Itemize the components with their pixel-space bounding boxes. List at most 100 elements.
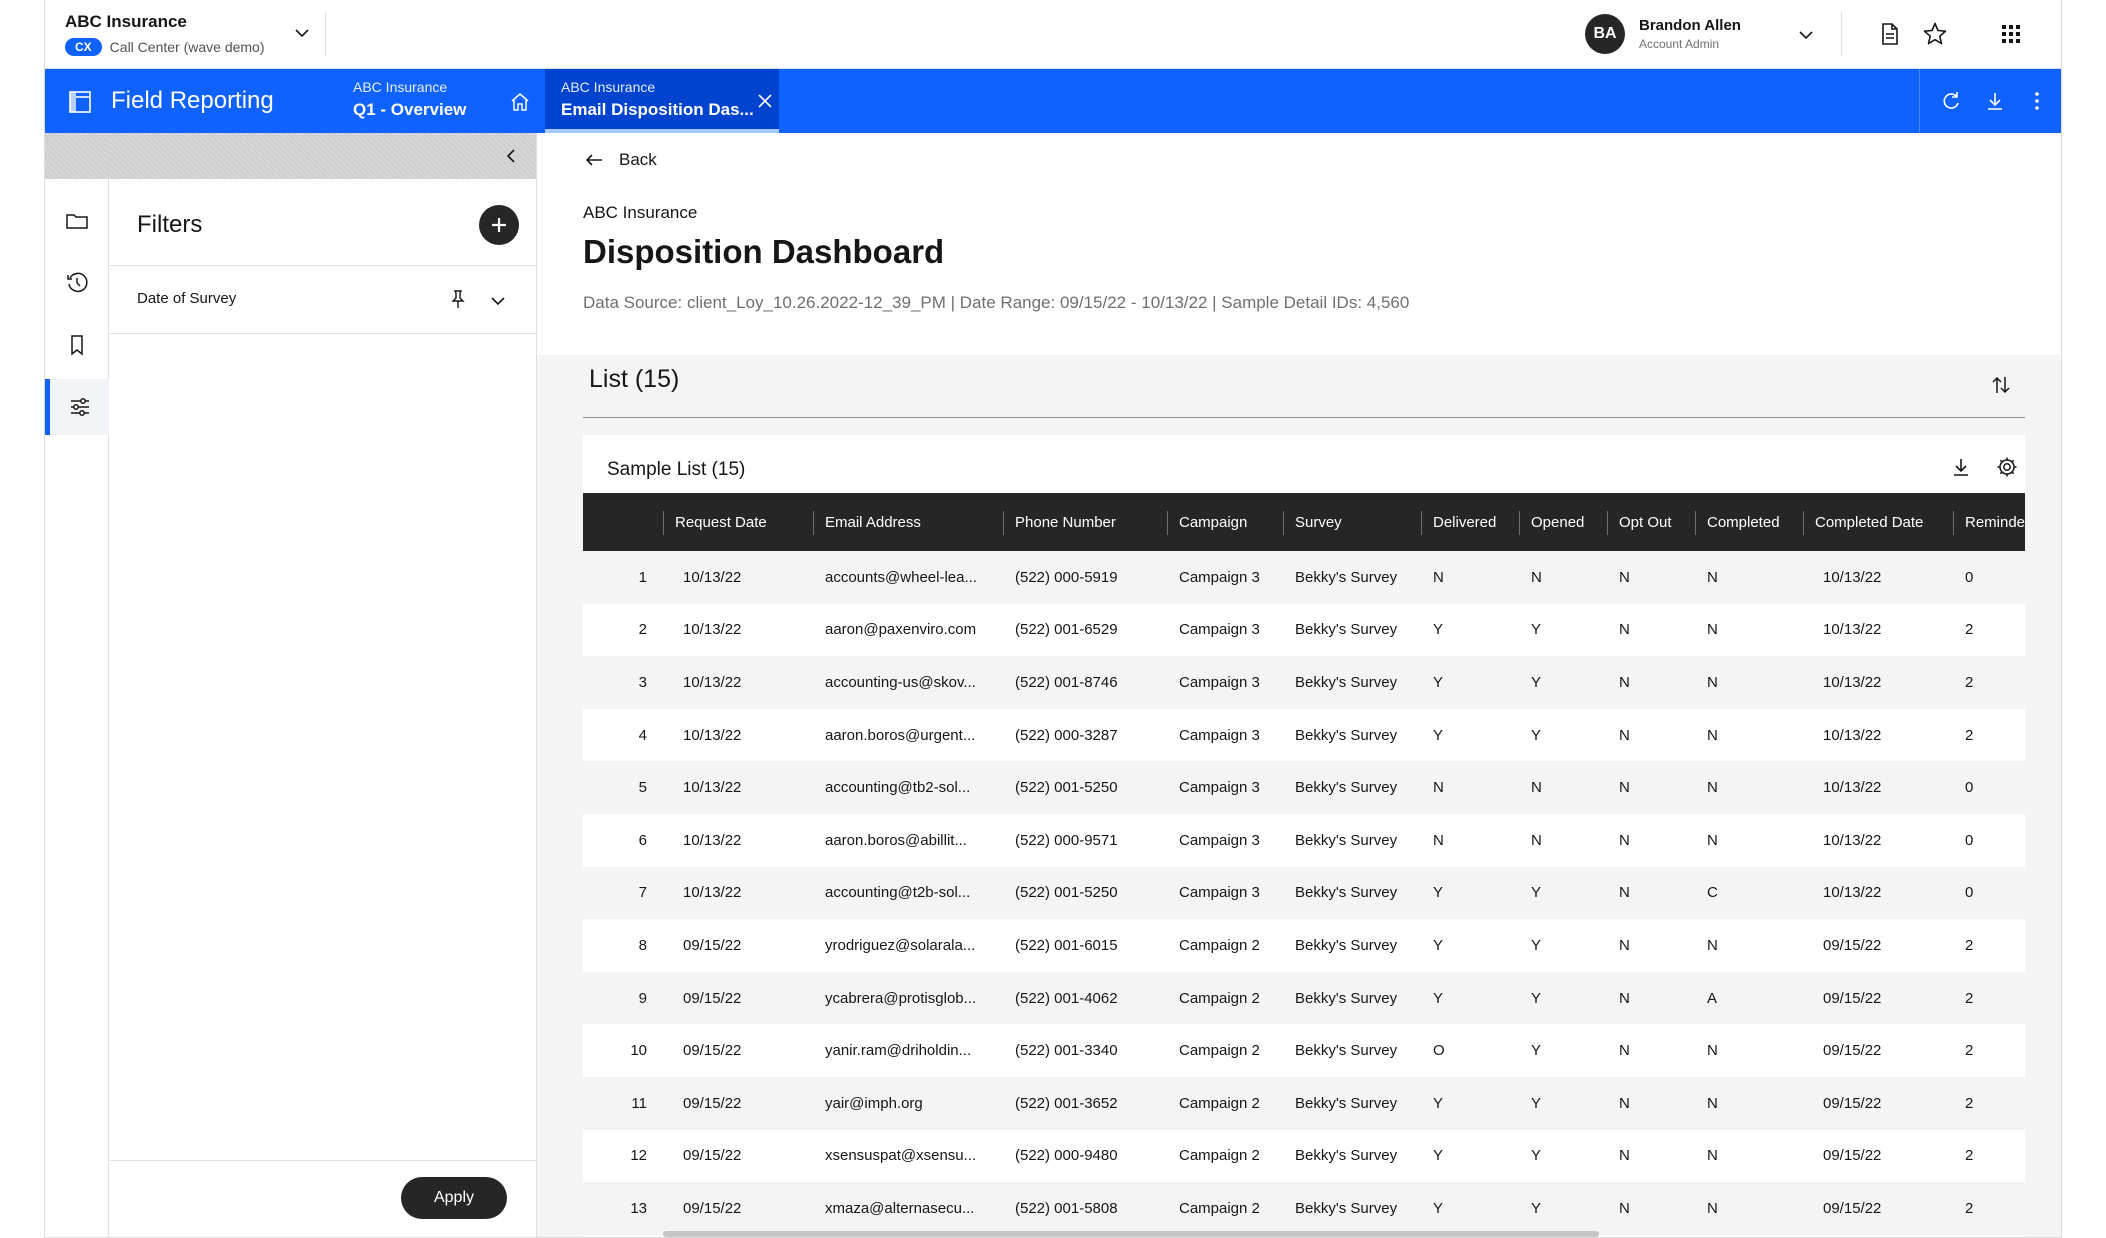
column-header[interactable]: Campaign — [1167, 493, 1283, 551]
filter-date-of-survey[interactable]: Date of Survey — [109, 266, 536, 334]
table-cell: Bekky's Survey — [1295, 1042, 1398, 1060]
back-link[interactable]: Back — [583, 149, 657, 171]
table-cell: (522) 001-5250 — [1015, 884, 1118, 902]
table-cell: Y — [1531, 673, 1542, 691]
table-cell: Y — [1531, 726, 1542, 744]
table-row[interactable]: 2 10/13/22 aaron@paxenviro.com (522) 001-65… — [583, 603, 2025, 657]
column-divider — [1003, 511, 1004, 535]
chevron-down-icon[interactable] — [487, 290, 509, 312]
divider — [325, 12, 326, 56]
table-cell: 09/15/22 — [683, 1042, 742, 1060]
rail-item-filters[interactable] — [45, 379, 109, 435]
table-cell: xmaza@alternasecu... — [825, 1199, 975, 1217]
home-icon[interactable] — [509, 91, 531, 113]
pin-icon[interactable] — [447, 288, 469, 310]
column-header[interactable]: Opt Out — [1607, 493, 1695, 551]
tab-email-disposition-label[interactable]: ABC Insurance Email Disposition Das... — [561, 79, 754, 120]
table-cell: N — [1619, 884, 1630, 902]
column-header[interactable]: Survey — [1283, 493, 1421, 551]
left-rail — [45, 133, 109, 1237]
rail-item-folder[interactable] — [45, 193, 109, 249]
column-header[interactable]: Request Date — [663, 493, 813, 551]
column-header[interactable]: Completed — [1695, 493, 1803, 551]
app-grid-icon[interactable] — [1997, 20, 2025, 48]
column-header[interactable]: Delivered — [1421, 493, 1519, 551]
table-cell: Campaign 3 — [1179, 568, 1260, 586]
table-row[interactable]: 7 10/13/22 accounting@t2b-sol... (522) 001-… — [583, 866, 2025, 920]
top-bar: ABC Insurance CX Call Center (wave demo)… — [45, 0, 2061, 69]
table-cell: Y — [1531, 1042, 1542, 1060]
rail-header — [45, 133, 109, 179]
table-cell: Campaign 2 — [1179, 1042, 1260, 1060]
rail-item-bookmark[interactable] — [45, 317, 109, 373]
table-row[interactable]: 6 10/13/22 aaron.boros@abillit... (522) 000… — [583, 813, 2025, 867]
table-row[interactable]: 10 09/15/22 yanir.ram@driholdin... (522) 00… — [583, 1024, 2025, 1077]
row-index: 4 — [638, 726, 647, 744]
filters-title: Filters — [137, 211, 203, 238]
chevron-down-icon[interactable] — [1795, 24, 1817, 46]
table-cell: Bekky's Survey — [1295, 621, 1398, 639]
close-icon[interactable] — [755, 91, 775, 111]
download-icon[interactable] — [1949, 455, 1973, 479]
table-cell: N — [1531, 568, 1542, 586]
table-cell: (522) 001-6529 — [1015, 621, 1118, 639]
table-cell: 2 — [1965, 936, 1974, 954]
overflow-menu-icon[interactable] — [2025, 89, 2049, 113]
table-row[interactable]: 5 10/13/22 accounting@tb2-sol... (522) 001-… — [583, 761, 2025, 814]
divider — [583, 417, 2025, 418]
tab-name: Email Disposition Das... — [561, 100, 754, 119]
column-divider — [1803, 511, 1804, 535]
add-filter-button[interactable] — [479, 205, 519, 245]
table-row[interactable]: 4 10/13/22 aaron.boros@urgent... (522) 000-… — [583, 708, 2025, 762]
table-cell: 10/13/22 — [683, 621, 742, 639]
column-divider — [1953, 511, 1954, 535]
column-header[interactable]: Reminde — [1953, 493, 2025, 551]
sliders-icon — [70, 398, 89, 416]
table-cell: Y — [1433, 884, 1444, 902]
arrow-left-icon — [585, 154, 602, 166]
column-header[interactable]: Email Address — [813, 493, 1003, 551]
table-row[interactable]: 13 09/15/22 xmaza@alternasecu... (522) 001-… — [583, 1182, 2025, 1235]
table-row[interactable]: 12 09/15/22 xsensuspat@xsensu... (522) 000-… — [583, 1129, 2025, 1183]
gear-icon[interactable] — [1995, 455, 2019, 479]
rail-item-history[interactable] — [45, 255, 109, 311]
table-cell: 0 — [1965, 884, 1974, 902]
table-cell: 09/15/22 — [1823, 1199, 1882, 1217]
app-title: Field Reporting — [111, 87, 274, 114]
column-header[interactable]: Phone Number — [1003, 493, 1167, 551]
table-row[interactable]: 1 10/13/22 accounts@wheel-lea... (522) 000-… — [583, 551, 2025, 604]
document-icon[interactable] — [1875, 20, 1903, 48]
table-cell: N — [1707, 568, 1718, 586]
star-icon[interactable] — [1921, 20, 1949, 48]
table-cell: 09/15/22 — [683, 1094, 742, 1112]
column-label: Email Address — [825, 513, 921, 531]
user-menu[interactable]: BA Brandon Allen Account Admin — [1585, 14, 1741, 54]
table-cell: Campaign 3 — [1179, 621, 1260, 639]
column-header[interactable]: Completed Date — [1803, 493, 1953, 551]
table-row[interactable]: 3 10/13/22 accounting-us@skov... (522) 001-… — [583, 656, 2025, 709]
horizontal-scrollbar[interactable] — [663, 1231, 1599, 1237]
refresh-icon[interactable] — [1939, 89, 1963, 113]
tab-org: ABC Insurance — [353, 79, 448, 95]
chevron-down-icon[interactable] — [291, 22, 313, 44]
table-row[interactable]: 8 09/15/22 yrodriguez@solarala... (522) 001… — [583, 919, 2025, 972]
table-row[interactable]: 9 09/15/22 ycabrera@protisglob... (522) 001… — [583, 971, 2025, 1025]
column-label: Phone Number — [1015, 513, 1116, 531]
tab-email-disposition[interactable] — [545, 69, 779, 133]
download-icon[interactable] — [1983, 89, 2007, 113]
org-switcher[interactable]: ABC Insurance CX Call Center (wave demo) — [65, 12, 265, 56]
table-row[interactable]: 11 09/15/22 yair@imph.org (522) 001-3652 Cam… — [583, 1076, 2025, 1130]
tab-q1-overview[interactable]: ABC Insurance Q1 - Overview — [353, 79, 466, 120]
table-cell: Campaign 2 — [1179, 1094, 1260, 1112]
apply-button[interactable]: Apply — [401, 1177, 507, 1219]
sort-icon[interactable] — [1989, 373, 2013, 397]
table-cell: Y — [1531, 1147, 1542, 1165]
column-header[interactable]: Opened — [1519, 493, 1607, 551]
table-cell: N — [1619, 1094, 1630, 1112]
chevron-left-icon[interactable] — [500, 145, 522, 167]
table-cell: N — [1619, 989, 1630, 1007]
tab-org: ABC Insurance — [561, 79, 656, 95]
column-header[interactable] — [583, 493, 663, 551]
table-cell: (522) 000-9571 — [1015, 831, 1118, 849]
table-cell: 0 — [1965, 779, 1974, 797]
